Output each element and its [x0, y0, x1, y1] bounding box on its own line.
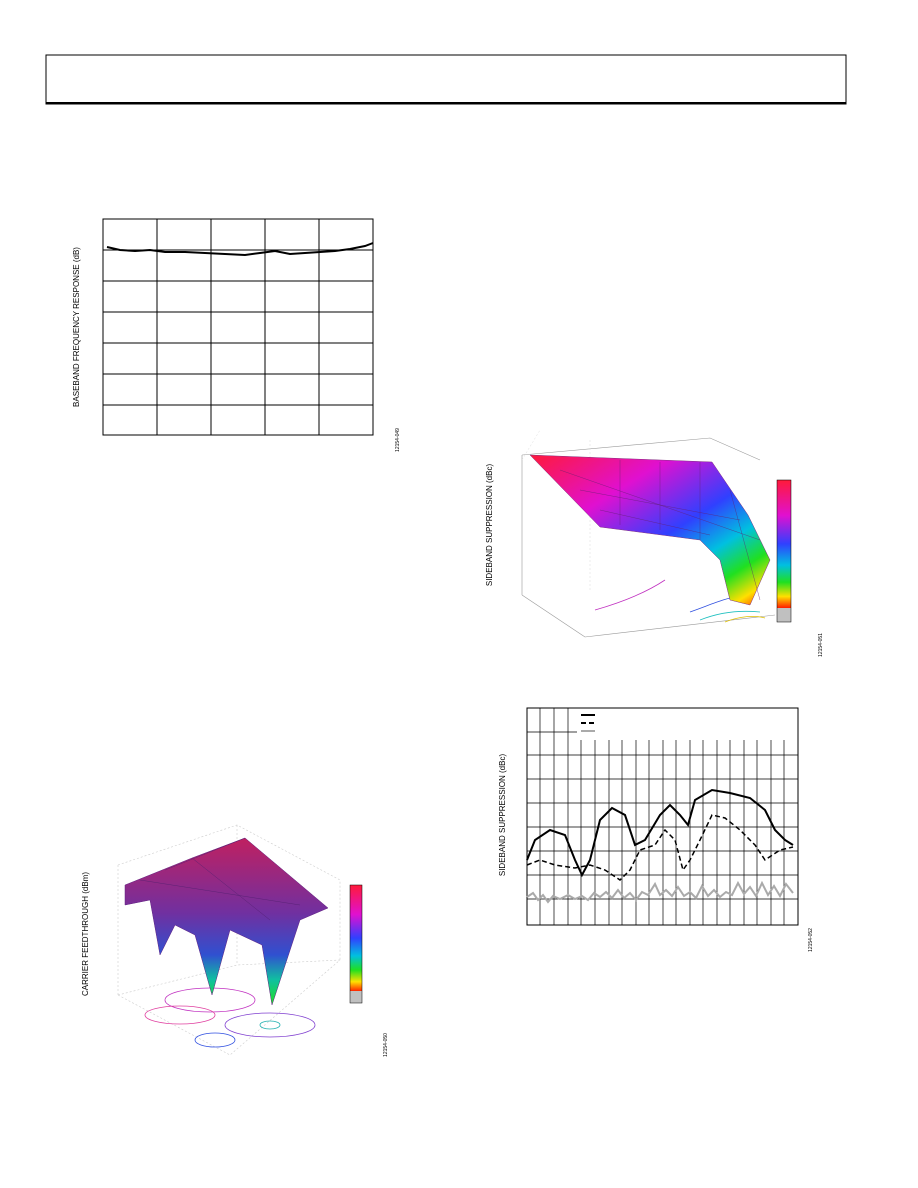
header-box	[45, 54, 847, 105]
figure-id: 12154-050	[383, 1033, 389, 1057]
surface-mesh	[139, 837, 301, 921]
surface	[529, 454, 771, 606]
figure-id: 12154-051	[818, 633, 824, 657]
axes-box	[117, 824, 341, 1056]
figure-2	[117, 824, 363, 1056]
plot-frame	[102, 218, 374, 436]
y-axis-label: SIDEBAND SUPPRESSION (dBc)	[498, 754, 507, 877]
colorbar	[776, 479, 792, 623]
curve-gray	[526, 880, 794, 904]
plot-frame	[526, 707, 799, 926]
y-axis-label: CARRIER FEEDTHROUGH (dBm)	[81, 872, 90, 996]
surface-mesh	[559, 460, 761, 601]
curve-solid	[526, 788, 794, 878]
figure-id: 12154-049	[395, 428, 401, 452]
colorbar	[349, 884, 363, 1004]
y-axis-label: SIDEBAND SUPPRESSION (dBc)	[485, 464, 494, 587]
figure-4	[526, 707, 799, 926]
surface	[124, 837, 329, 1006]
axes-box	[521, 437, 776, 638]
contours	[144, 987, 316, 1048]
figure-1	[102, 218, 374, 436]
figure-id: 12154-052	[808, 928, 814, 952]
y-axis-label: BASEBAND FREQUENCY RESPONSE (dB)	[72, 247, 81, 407]
curve	[106, 242, 374, 257]
figure-3	[521, 429, 792, 638]
grid	[103, 219, 373, 435]
curve-dashed	[526, 814, 794, 881]
